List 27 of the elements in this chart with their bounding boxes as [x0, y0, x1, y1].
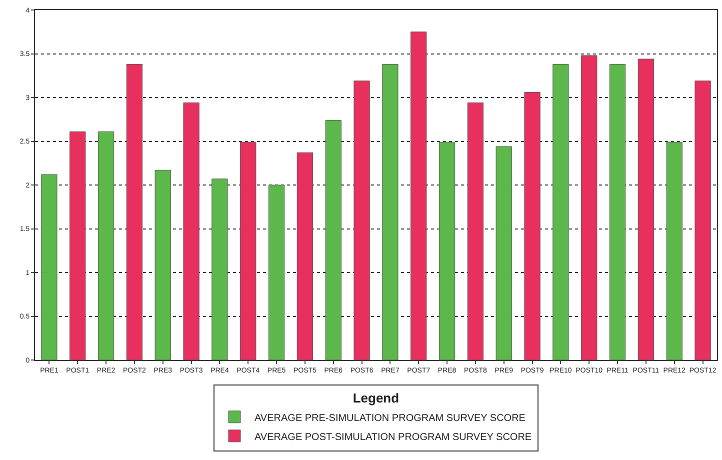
bar [666, 142, 682, 360]
bar [410, 32, 427, 360]
bar [694, 80, 711, 360]
bar [240, 142, 256, 360]
bar [126, 64, 143, 360]
bar [467, 102, 484, 360]
bar [638, 58, 654, 360]
bar [41, 174, 58, 360]
bar [212, 178, 228, 360]
bar [552, 64, 569, 360]
bar [354, 80, 370, 360]
bar [496, 146, 512, 360]
legend-label: AVERAGE POST-SIMULATION PROGRAM SURVEY SCORE [254, 432, 532, 443]
bar [438, 142, 456, 360]
bar [524, 92, 540, 360]
bar [325, 120, 342, 360]
bar [296, 152, 314, 360]
bar [98, 131, 114, 360]
bar [609, 64, 626, 360]
bar [268, 184, 285, 360]
legend-label: AVERAGE PRE-SIMULATION PROGRAM SURVEY SCORE [254, 412, 526, 424]
legend-title: Legend [352, 390, 400, 406]
bar [382, 64, 398, 360]
bar [581, 55, 598, 360]
bar [154, 170, 171, 360]
bar [183, 102, 200, 360]
bar [70, 131, 86, 360]
